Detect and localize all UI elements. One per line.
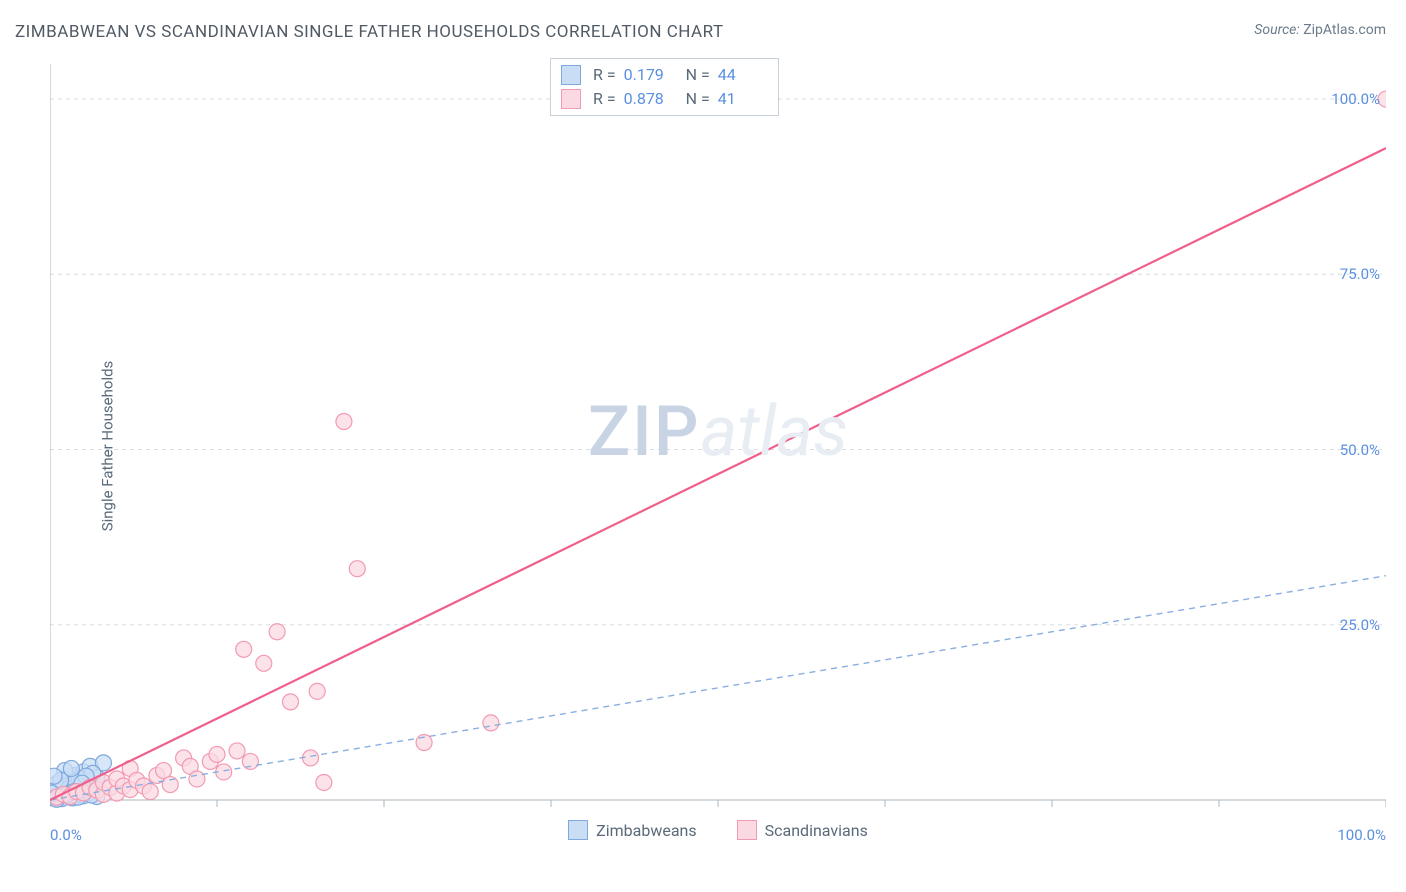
source-label: Source: — [1254, 22, 1299, 38]
plot-svg — [50, 58, 1386, 838]
n-value: 44 — [718, 63, 768, 87]
legend-item-zimbabweans: Zimbabweans — [568, 820, 696, 840]
swatch-zimbabweans — [561, 65, 581, 85]
stats-row-zimbabweans: R = 0.179 N = 44 — [561, 63, 768, 87]
stats-row-scandinavians: R = 0.878 N = 41 — [561, 87, 768, 111]
source-value: ZipAtlas.com — [1303, 22, 1386, 38]
chart-plot-area: ZIPatlas R =0.179N =44R =0.878N =41 Zimb… — [50, 58, 1386, 838]
y-tick-label: 75.0% — [1340, 265, 1380, 283]
y-tick-label: 100.0% — [1331, 90, 1380, 108]
chart-title: ZIMBABWEAN VS SCANDINAVIAN SINGLE FATHER… — [15, 22, 724, 42]
legend-swatch-zimbabweans — [568, 820, 588, 840]
n-label: N = — [686, 63, 710, 87]
r-value: 0.878 — [624, 87, 674, 111]
y-tick-label: 50.0% — [1340, 441, 1380, 459]
r-label: R = — [593, 87, 616, 111]
source-credit: Source: ZipAtlas.com — [1254, 22, 1386, 38]
stats-legend-box: R = 0.179 N = 44 R = 0.878 N = 41 — [550, 58, 779, 116]
legend-item-scandinavians: Scandinavians — [737, 820, 868, 840]
r-value: 0.179 — [624, 63, 674, 87]
legend-label: Zimbabweans — [596, 821, 696, 840]
legend-bottom: Zimbabweans Scandinavians — [50, 820, 1386, 840]
legend-label: Scandinavians — [765, 821, 868, 840]
n-value: 41 — [718, 87, 768, 111]
n-label: N = — [686, 87, 710, 111]
legend-swatch-scandinavians — [737, 820, 757, 840]
r-label: R = — [593, 63, 616, 87]
y-tick-label: 25.0% — [1340, 616, 1380, 634]
swatch-scandinavians — [561, 89, 581, 109]
